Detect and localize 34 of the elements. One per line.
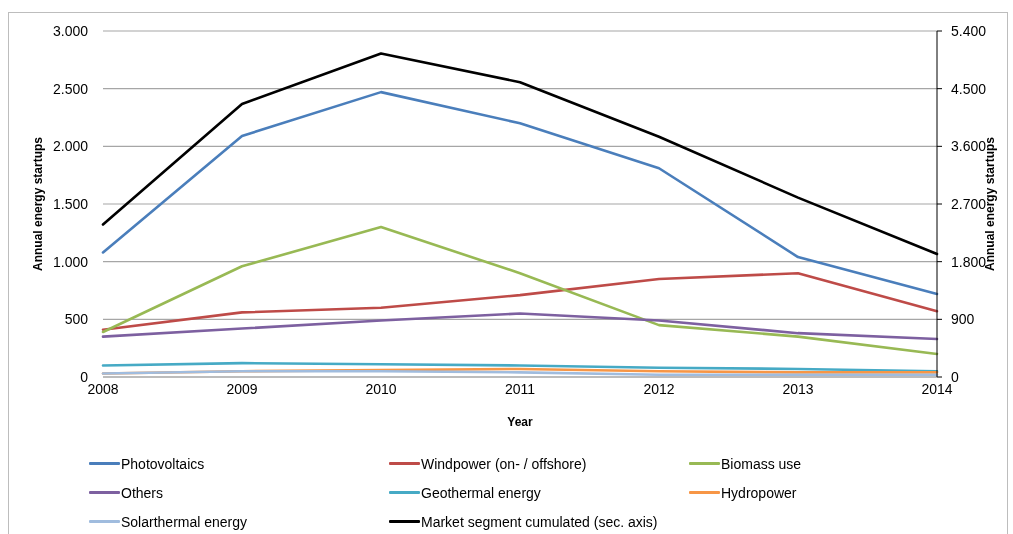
line-series	[101, 90, 939, 296]
line-series	[101, 225, 939, 356]
x-tick-label: 2013	[782, 380, 814, 397]
legend-label: Hydropower	[721, 484, 797, 501]
y-axis-title: Annual energy startups	[31, 136, 45, 272]
x-axis-title: Year	[507, 415, 534, 429]
y-tick-label: 2.000	[52, 138, 89, 155]
x-tick-label: 2008	[87, 380, 119, 397]
x-tick-label: 2014	[921, 380, 953, 397]
line-series	[101, 312, 939, 341]
line-series	[101, 271, 939, 332]
y2-tick-label: 900	[951, 311, 975, 328]
line-series	[101, 361, 939, 373]
y-tick-label: 1.500	[52, 195, 89, 212]
y-tick-label: 1.000	[52, 253, 89, 270]
y-tick-label: 500	[64, 311, 89, 328]
x-tick-label: 2011	[504, 380, 536, 397]
legend-label: Photovoltaics	[121, 455, 205, 472]
legend-label: Solarthermal energy	[121, 513, 248, 530]
y2-tick-label: 0	[951, 368, 959, 385]
x-tick-label: 2009	[226, 380, 258, 397]
y-tick-label: 3.000	[52, 22, 89, 39]
y-tick-label: 2.500	[52, 80, 89, 97]
y-tick-label: 0	[80, 368, 89, 385]
legend-label: Others	[121, 484, 164, 501]
y2-tick-label: 4.500	[951, 80, 987, 97]
x-tick-label: 2012	[643, 380, 675, 397]
legend-label: Biomass use	[721, 455, 802, 472]
legend-label: Market segment cumulated (sec. axis)	[421, 513, 658, 530]
y2-tick-label: 5.400	[951, 22, 987, 39]
legend-label: Geothermal energy	[421, 484, 541, 501]
legend-label: Windpower (on- / offshore)	[421, 455, 587, 472]
y2-tick-label: 3.600	[951, 138, 987, 155]
x-tick-label: 2010	[365, 380, 397, 397]
